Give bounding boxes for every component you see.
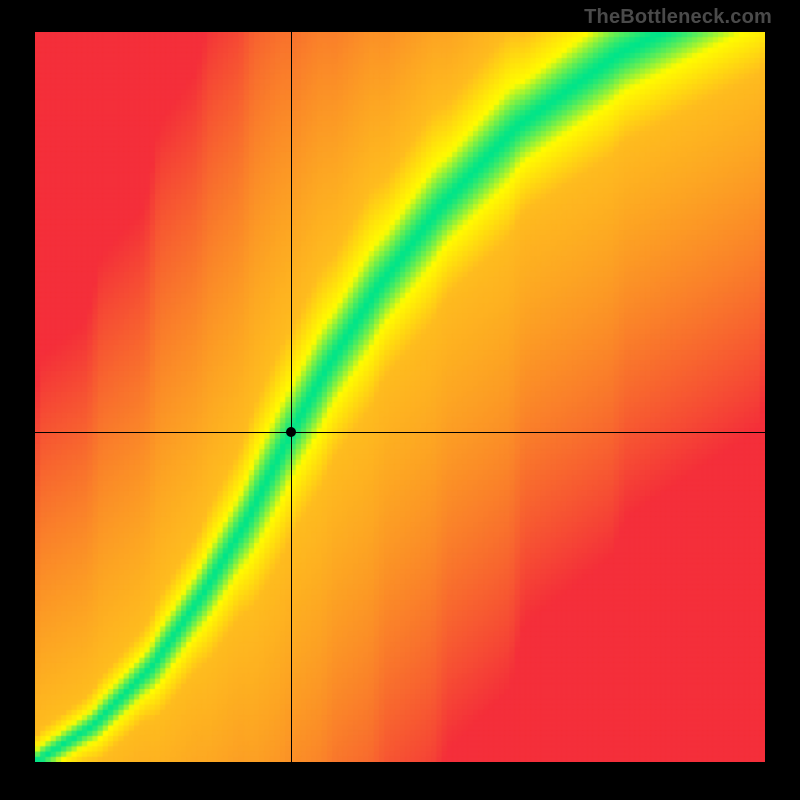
crosshair-vertical [291,32,292,762]
attribution-text: TheBottleneck.com [584,6,772,29]
bottleneck-heatmap [35,32,765,762]
crosshair-horizontal [35,432,765,433]
crosshair-marker [286,427,296,437]
